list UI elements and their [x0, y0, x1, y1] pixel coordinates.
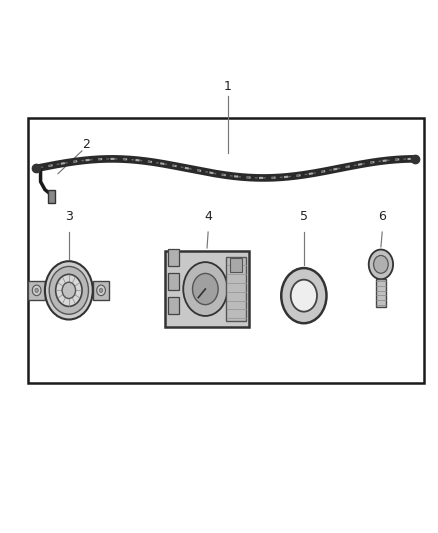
Text: 1: 1 — [224, 80, 232, 93]
Circle shape — [369, 249, 393, 279]
Circle shape — [374, 255, 388, 273]
Bar — [168, 297, 179, 313]
Circle shape — [35, 288, 39, 293]
Circle shape — [99, 288, 103, 293]
Circle shape — [49, 266, 88, 314]
Circle shape — [281, 268, 326, 323]
Text: 5: 5 — [300, 209, 308, 223]
Text: 4: 4 — [204, 209, 212, 223]
Bar — [93, 281, 110, 300]
Circle shape — [45, 261, 93, 319]
Bar — [168, 273, 179, 290]
Text: 2: 2 — [82, 138, 90, 151]
Circle shape — [32, 285, 41, 296]
Bar — [48, 190, 55, 203]
Text: 6: 6 — [378, 209, 386, 223]
Bar — [168, 249, 179, 266]
Bar — [226, 257, 246, 321]
Circle shape — [56, 274, 82, 306]
Bar — [165, 251, 250, 327]
Circle shape — [183, 262, 227, 316]
Bar — [230, 259, 242, 272]
Text: 3: 3 — [65, 209, 73, 223]
Circle shape — [193, 273, 218, 305]
Bar — [28, 118, 424, 383]
Circle shape — [62, 282, 75, 298]
Bar — [376, 279, 385, 307]
Bar — [28, 281, 45, 300]
Circle shape — [97, 285, 106, 296]
Circle shape — [291, 280, 317, 312]
